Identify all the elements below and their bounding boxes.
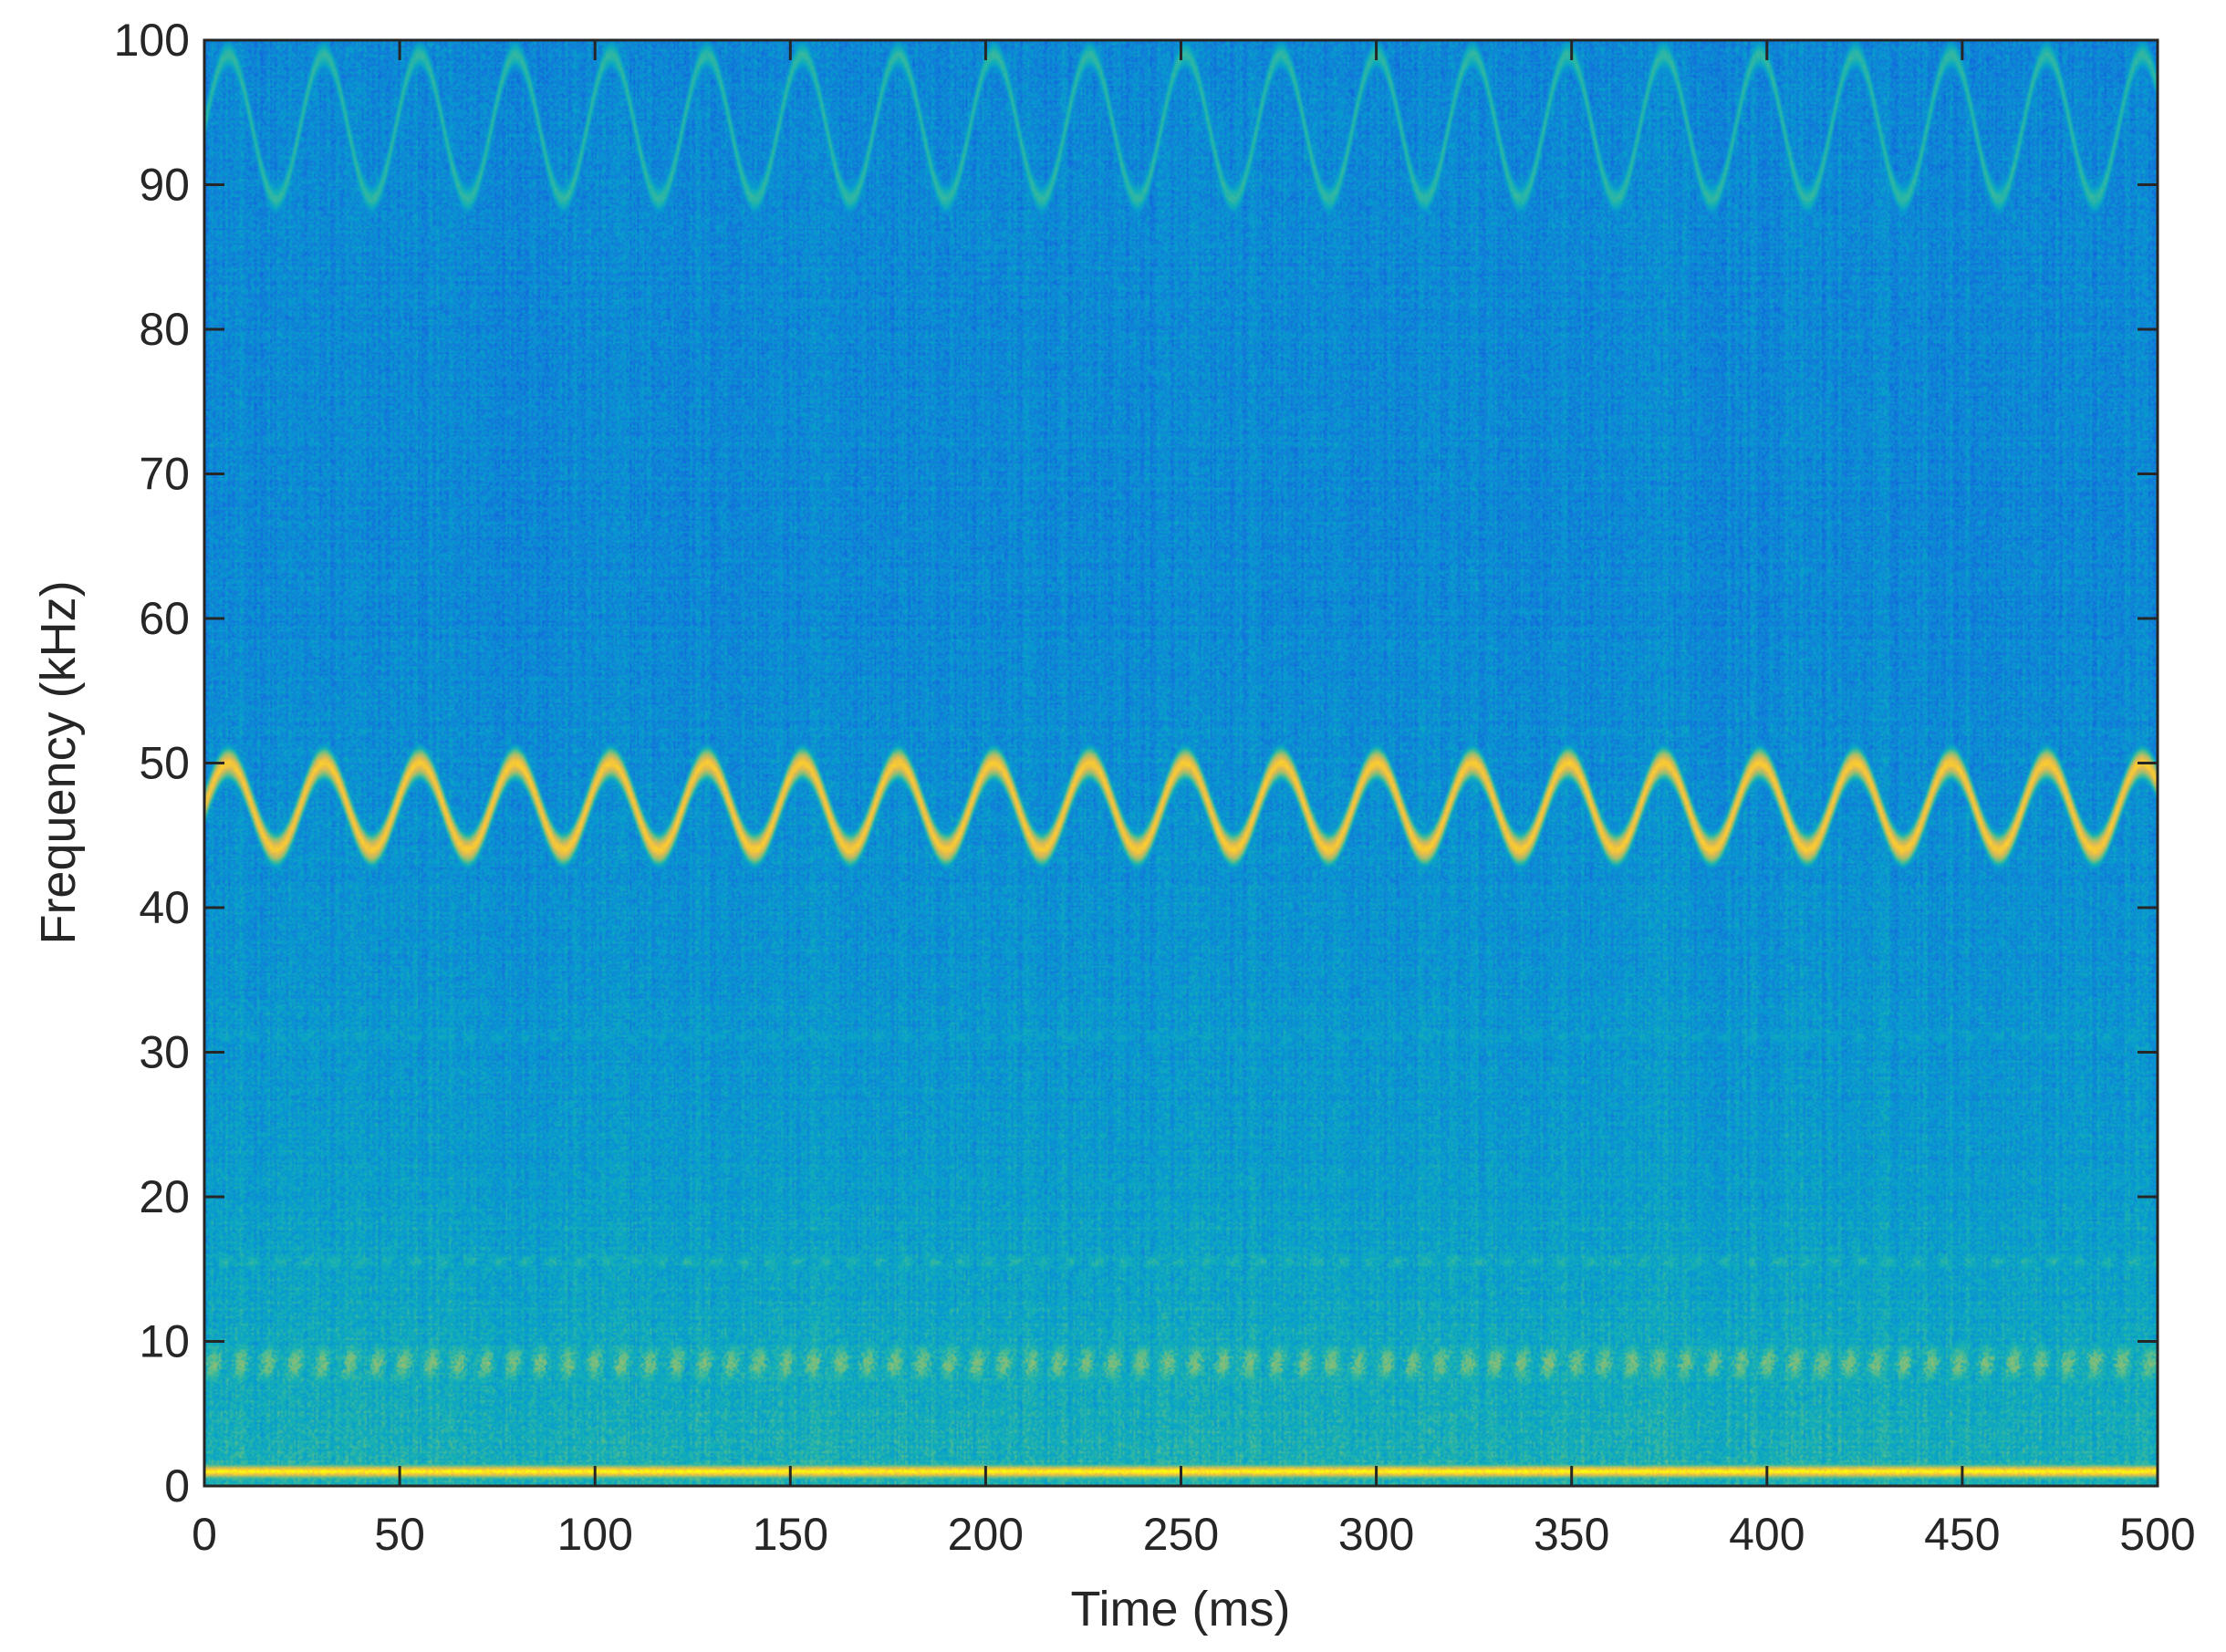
x-tick-label: 150 [753,1509,828,1560]
x-tick-label: 200 [948,1509,1024,1560]
x-tick-label: 100 [556,1509,632,1560]
y-tick-label: 50 [139,738,190,789]
y-tick-label: 100 [114,15,190,66]
y-tick-label: 80 [139,304,190,355]
x-tick-label: 450 [1924,1509,2000,1560]
y-tick-label: 20 [139,1171,190,1222]
x-tick-label: 350 [1534,1509,1609,1560]
x-tick-label: 250 [1143,1509,1219,1560]
y-axis-label: Frequency (kHz) [31,580,86,944]
y-tick-label: 30 [139,1027,190,1078]
y-tick-label: 90 [139,160,190,211]
x-tick-label: 0 [192,1509,217,1560]
y-tick-label: 60 [139,593,190,644]
y-tick-label: 0 [164,1460,190,1512]
x-tick-label: 300 [1338,1509,1414,1560]
y-tick-label: 10 [139,1316,190,1367]
plot-frame [203,38,2159,1488]
x-axis: 0 50 100 150 200 250 300 350 400 450 500 [192,40,2196,1560]
y-tick-label: 70 [139,449,190,500]
x-tick-label: 500 [2119,1509,2195,1560]
spectrogram-image [204,40,2158,1486]
x-axis-label: Time (ms) [1071,1582,1291,1636]
x-tick-label: 400 [1729,1509,1805,1560]
x-tick-label: 50 [374,1509,425,1560]
y-tick-label: 40 [139,882,190,933]
y-axis: 0 10 20 30 40 50 60 70 80 90 100 [114,15,2158,1512]
